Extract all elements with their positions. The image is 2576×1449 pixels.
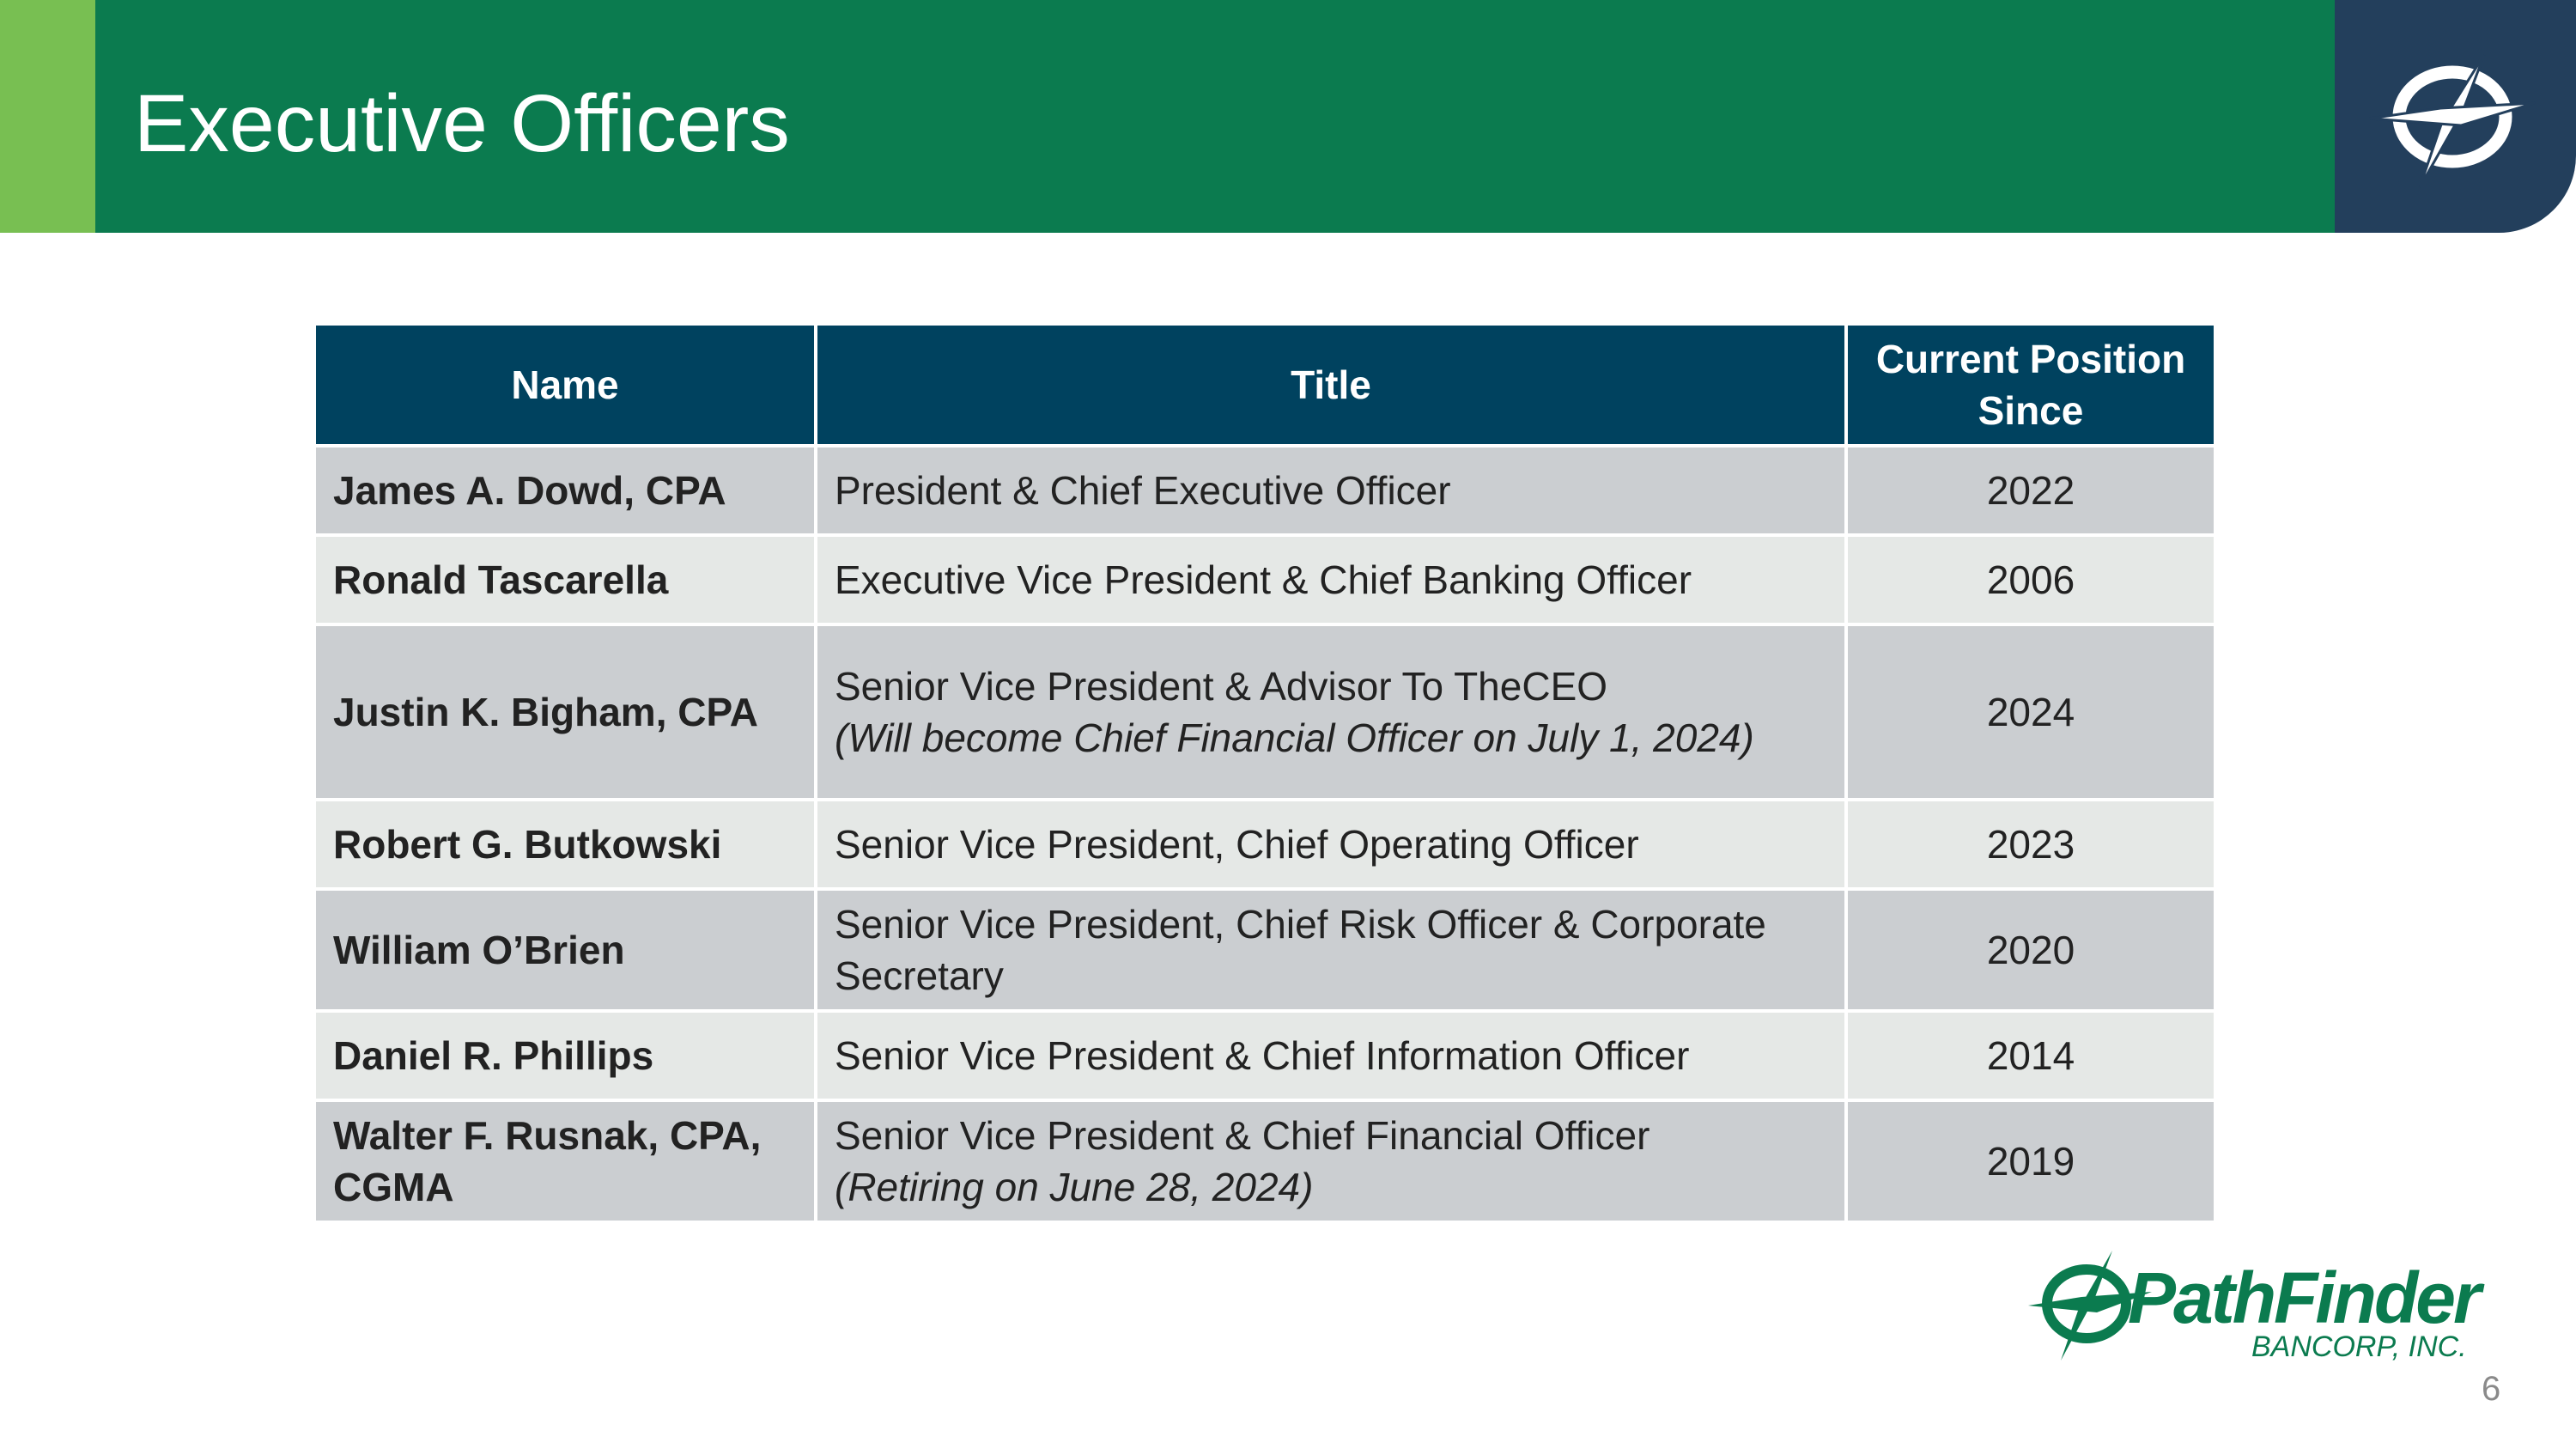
page-title: Executive Officers xyxy=(134,78,790,169)
slide-header: Executive Officers xyxy=(0,0,2576,233)
officer-title-cell: Senior Vice President, Chief Risk Office… xyxy=(814,887,1848,1013)
officer-title: President & Chief Executive Officer xyxy=(835,468,1451,513)
officer-name: Ronald Tascarella xyxy=(313,533,817,626)
position-since: 2022 xyxy=(1844,444,2217,537)
brand-name: PathFinder xyxy=(2128,1257,2482,1338)
brand-subtitle: BANCORP, INC. xyxy=(2251,1330,2467,1363)
position-since: 2020 xyxy=(1844,887,2217,1013)
table-row: William O’Brien Senior Vice President, C… xyxy=(313,887,2217,1013)
officer-title: Senior Vice President, Chief Risk Office… xyxy=(835,902,1766,998)
page-number: 6 xyxy=(2482,1370,2501,1408)
officer-note: (Retiring on June 28, 2024) xyxy=(835,1165,1314,1209)
table-row: Daniel R. Phillips Senior Vice President… xyxy=(313,1009,2217,1102)
position-since: 2024 xyxy=(1844,623,2217,801)
officer-title-cell: Senior Vice President & Chief Financial … xyxy=(814,1099,1848,1224)
compass-icon xyxy=(2369,54,2536,188)
officer-name: James A. Dowd, CPA xyxy=(313,444,817,537)
officer-title: Senior Vice President & Advisor To TheCE… xyxy=(835,664,1608,709)
table-row: Robert G. Butkowski Senior Vice Presiden… xyxy=(313,798,2217,891)
position-since: 2019 xyxy=(1844,1099,2217,1224)
officer-title-cell: Senior Vice President, Chief Operating O… xyxy=(814,798,1848,891)
table-row: James A. Dowd, CPA President & Chief Exe… xyxy=(313,444,2217,537)
column-header-name: Name xyxy=(313,322,817,447)
officer-title: Senior Vice President & Chief Financial … xyxy=(835,1113,1650,1158)
officer-title: Senior Vice President & Chief Informatio… xyxy=(835,1033,1690,1078)
officer-title-cell: Senior Vice President & Chief Informatio… xyxy=(814,1009,1848,1102)
table-row: Walter F. Rusnak, CPA, CGMA Senior Vice … xyxy=(313,1099,2217,1224)
officer-name: Justin K. Bigham, CPA xyxy=(313,623,817,801)
officer-title-cell: Executive Vice President & Chief Banking… xyxy=(814,533,1848,626)
officer-title: Executive Vice President & Chief Banking… xyxy=(835,557,1692,602)
officer-note: (Will become Chief Financial Officer on … xyxy=(835,715,1754,760)
position-since: 2023 xyxy=(1844,798,2217,891)
header-band xyxy=(95,0,2335,233)
position-since: 2006 xyxy=(1844,533,2217,626)
column-header-title: Title xyxy=(814,322,1848,447)
officer-name: William O’Brien xyxy=(313,887,817,1013)
brand-compass-icon xyxy=(2028,1251,2152,1361)
table-header-row: Name Title Current Position Since xyxy=(313,322,2217,447)
table-row: Ronald Tascarella Executive Vice Preside… xyxy=(313,533,2217,626)
column-header-since: Current Position Since xyxy=(1844,322,2217,447)
table-row: Justin K. Bigham, CPA Senior Vice Presid… xyxy=(313,623,2217,801)
accent-bar xyxy=(0,0,95,233)
officer-title-cell: Senior Vice President & Advisor To TheCE… xyxy=(814,623,1848,801)
officer-title-cell: President & Chief Executive Officer xyxy=(814,444,1848,537)
brand-logo: PathFinder BANCORP, INC. xyxy=(2026,1244,2490,1364)
officer-name: Daniel R. Phillips xyxy=(313,1009,817,1102)
officers-table: Name Title Current Position Since James … xyxy=(313,322,2217,1224)
officer-name: Walter F. Rusnak, CPA, CGMA xyxy=(313,1099,817,1224)
officer-name: Robert G. Butkowski xyxy=(313,798,817,891)
position-since: 2014 xyxy=(1844,1009,2217,1102)
officer-title: Senior Vice President, Chief Operating O… xyxy=(835,822,1639,867)
